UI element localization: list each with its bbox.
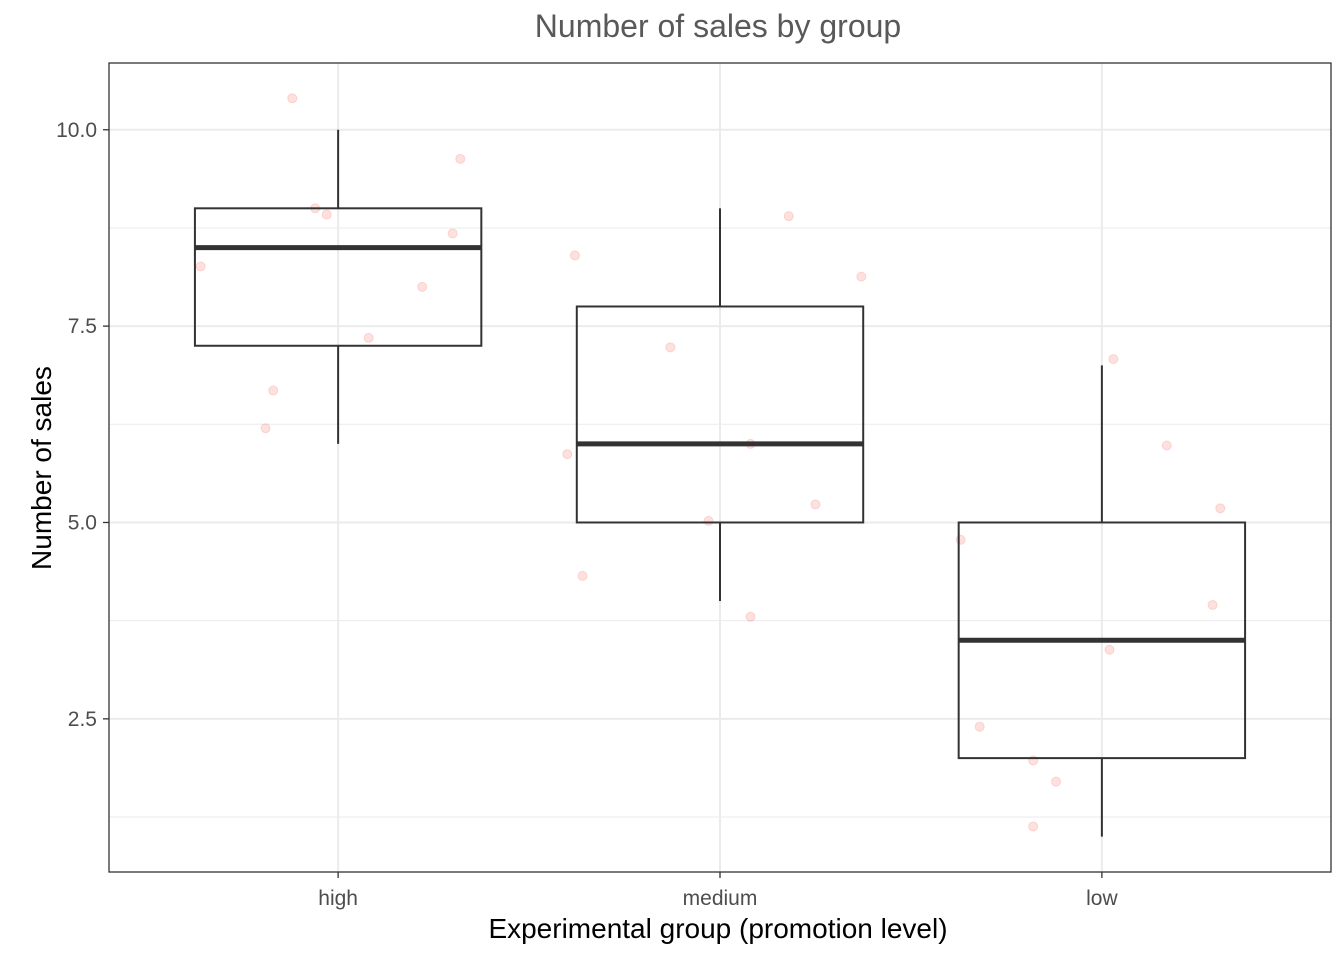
jitter-point bbox=[810, 499, 821, 510]
x-axis-title: Experimental group (promotion level) bbox=[488, 913, 948, 944]
x-tick-label: medium bbox=[683, 887, 758, 910]
box-iqr bbox=[575, 305, 865, 524]
jitter-point bbox=[1104, 644, 1115, 655]
jitter-point bbox=[562, 449, 573, 460]
jitter-point bbox=[195, 261, 206, 272]
y-tick-label: 7.5 bbox=[68, 315, 97, 338]
jitter-point bbox=[1161, 440, 1172, 451]
jitter-point bbox=[974, 721, 985, 732]
jitter-point bbox=[268, 385, 279, 396]
jitter-point bbox=[1215, 503, 1226, 514]
jitter-point bbox=[447, 228, 458, 239]
axis-layer: 2.5 5.0 7.5 10.0 high medium low bbox=[56, 119, 1118, 910]
jitter-point bbox=[260, 423, 271, 434]
jitter-point bbox=[1028, 821, 1039, 832]
jitter-point bbox=[363, 332, 374, 343]
y-tick-label: 2.5 bbox=[68, 708, 97, 731]
jitter-point bbox=[577, 570, 588, 581]
x-tick-label: high bbox=[318, 887, 358, 910]
jitter-point bbox=[783, 211, 794, 222]
jitter-points bbox=[195, 93, 1226, 832]
y-tick-label: 10.0 bbox=[56, 119, 97, 142]
jitter-point bbox=[745, 611, 756, 622]
jitter-point bbox=[455, 153, 466, 164]
jitter-point bbox=[287, 93, 298, 104]
jitter-point bbox=[1108, 354, 1119, 365]
jitter-point bbox=[321, 209, 332, 220]
x-tick-label: low bbox=[1086, 887, 1118, 910]
y-tick-label: 5.0 bbox=[68, 511, 97, 534]
jitter-point bbox=[665, 342, 676, 353]
jitter-point bbox=[955, 534, 966, 545]
jitter-point bbox=[703, 515, 714, 526]
jitter-point bbox=[417, 281, 428, 292]
jitter-point bbox=[856, 271, 867, 282]
jitter-point bbox=[1051, 776, 1062, 787]
chart-title: Number of sales by group bbox=[534, 8, 902, 44]
jitter-point bbox=[569, 250, 580, 261]
box-iqr bbox=[193, 207, 483, 347]
jitter-point bbox=[1207, 599, 1218, 610]
box-layer bbox=[193, 129, 1247, 837]
